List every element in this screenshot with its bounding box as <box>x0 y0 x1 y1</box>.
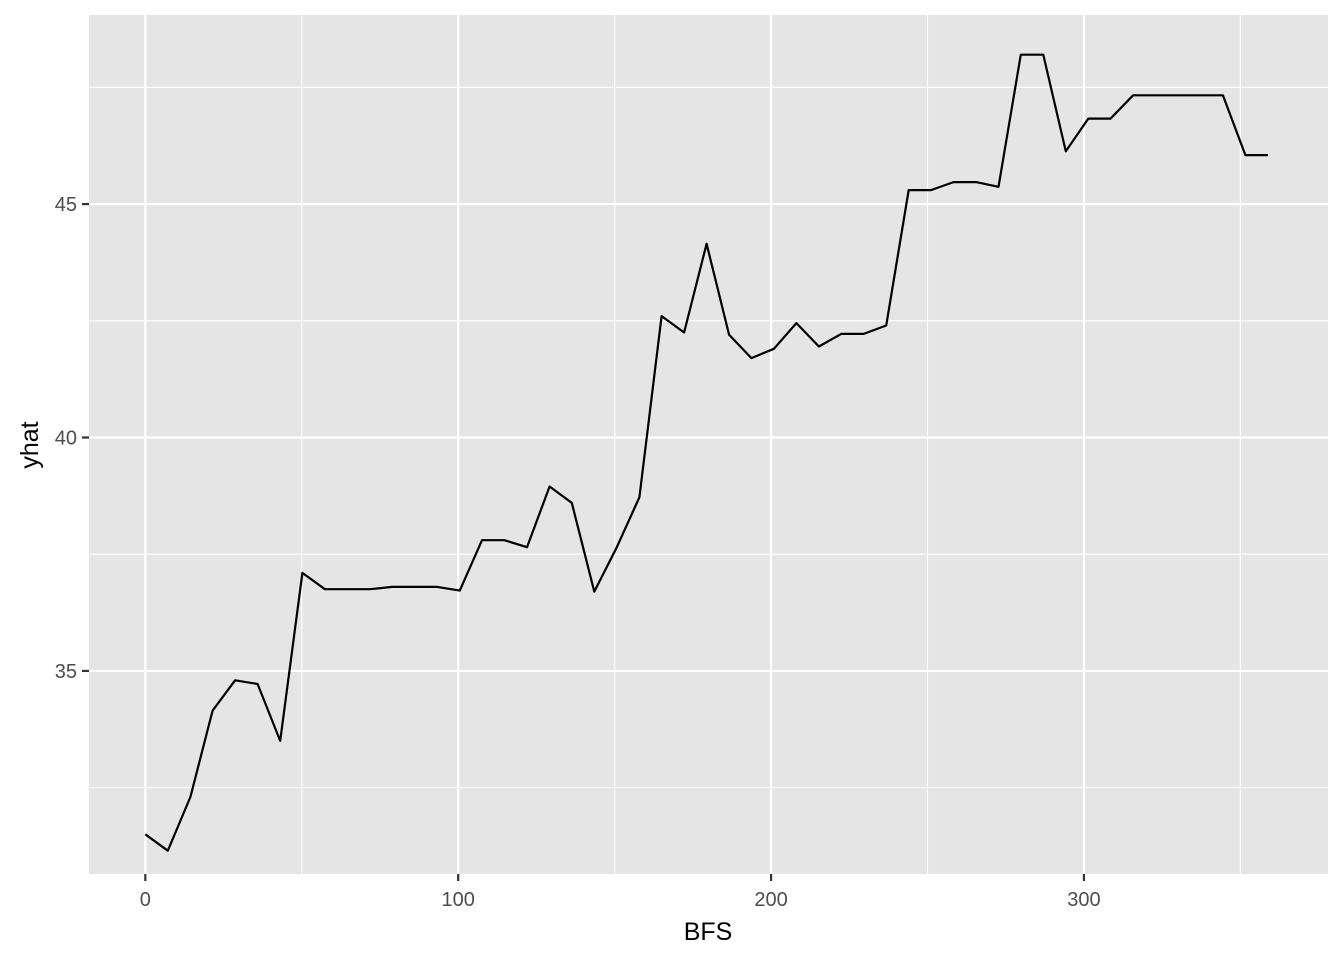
y-tick-labels: 35 40 45 <box>55 194 77 683</box>
x-tick-labels: 0 100 200 300 <box>140 889 1101 911</box>
x-tick-label: 0 <box>140 889 151 911</box>
y-tick-label: 45 <box>55 194 77 216</box>
x-tick-label: 100 <box>442 889 475 911</box>
x-tick-label: 200 <box>754 889 787 911</box>
y-axis-title: yhat <box>16 421 44 468</box>
series-line <box>144 53 1268 852</box>
x-axis-title: BFS <box>684 918 733 946</box>
y-tick-label: 35 <box>55 661 77 683</box>
series-group <box>144 53 1268 852</box>
axis-ticks <box>82 202 1086 881</box>
panel-background <box>89 15 1328 874</box>
y-tick-label: 40 <box>55 427 77 449</box>
x-tick-label: 300 <box>1067 889 1100 911</box>
grid-major <box>89 15 1328 874</box>
grid-minor <box>89 15 1328 874</box>
